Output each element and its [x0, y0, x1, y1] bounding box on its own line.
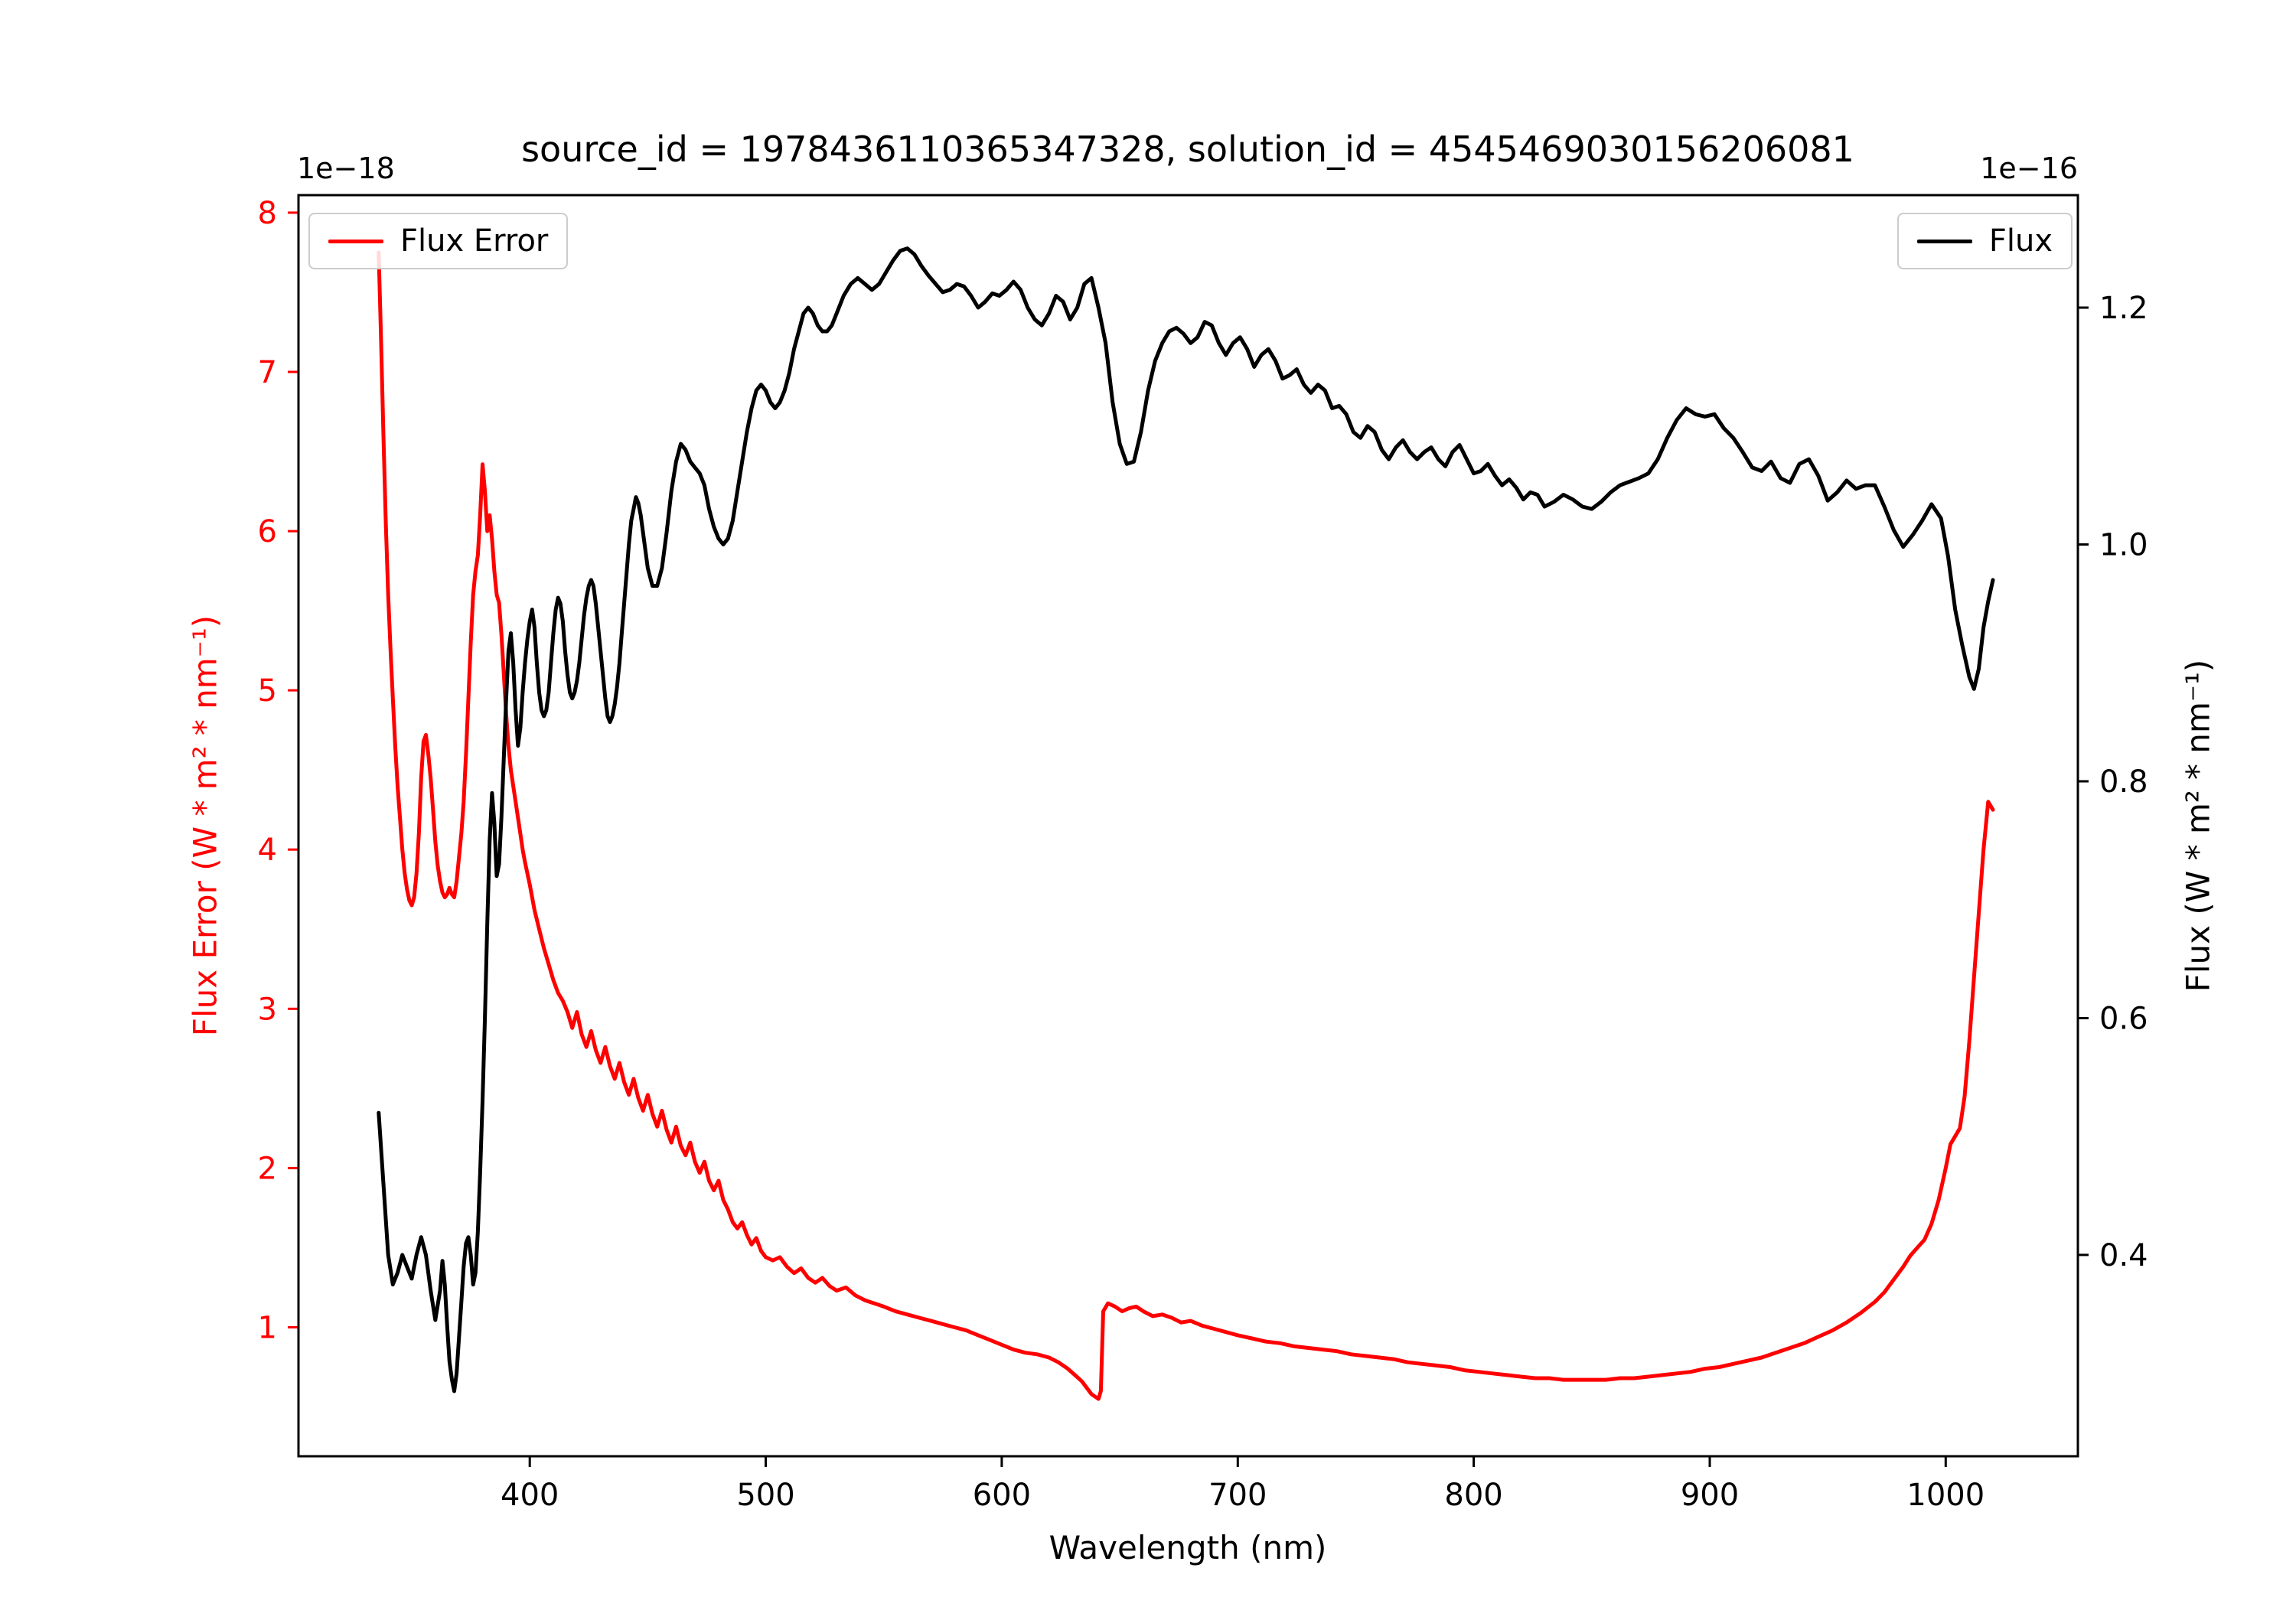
right-y-tick-label: 0.6: [2099, 1002, 2148, 1037]
right-y-tick-label: 0.8: [2099, 764, 2148, 800]
legend-flux-label: Flux: [1988, 223, 2053, 259]
left-y-tick-label: 8: [258, 196, 277, 231]
flux-error-legend-line-sample: [328, 239, 383, 243]
x-tick-label: 500: [736, 1478, 794, 1513]
left-y-tick-label: 3: [258, 992, 277, 1027]
x-tick-label: 700: [1208, 1478, 1267, 1513]
x-axis-label: Wavelength (nm): [1049, 1529, 1327, 1566]
right-y-tick-label: 0.4: [2099, 1238, 2148, 1273]
left-y-tick-label: 7: [258, 355, 277, 390]
right-y-tick-label: 1.0: [2099, 528, 2148, 563]
right-y-tick-label: 1.2: [2099, 291, 2148, 326]
left-y-tick-label: 6: [258, 514, 277, 549]
left-y-tick-label: 4: [258, 833, 277, 868]
left-y-tick-label: 2: [258, 1151, 277, 1186]
left-y-tick-label: 1: [258, 1311, 277, 1346]
left-y-tick-label: 5: [258, 673, 277, 709]
y-axis-label-right: Flux (W * m² * nm⁻¹): [2179, 659, 2217, 993]
flux-error-line: [377, 250, 1995, 1401]
legend-flux-error: Flux Error: [308, 213, 569, 269]
y-axis-label-left: Flux Error (W * m² * nm⁻¹): [186, 614, 224, 1037]
legend-flux-error-label: Flux Error: [400, 223, 549, 259]
x-tick-label: 800: [1444, 1478, 1502, 1513]
right-axis-offset-text: 1e−16: [1980, 152, 2078, 185]
x-tick-label: 900: [1681, 1478, 1739, 1513]
x-tick-label: 1000: [1906, 1478, 1985, 1513]
legend-flux: Flux: [1896, 213, 2073, 269]
flux-legend-line-sample: [1916, 239, 1972, 243]
left-axis-offset-text: 1e−18: [297, 152, 395, 185]
plot-border: [297, 194, 2079, 1458]
x-tick-label: 600: [973, 1478, 1031, 1513]
x-tick-label: 400: [501, 1478, 559, 1513]
flux-line: [377, 246, 1995, 1393]
chart-title: source_id = 1978436110365347328, solutio…: [521, 129, 1854, 170]
